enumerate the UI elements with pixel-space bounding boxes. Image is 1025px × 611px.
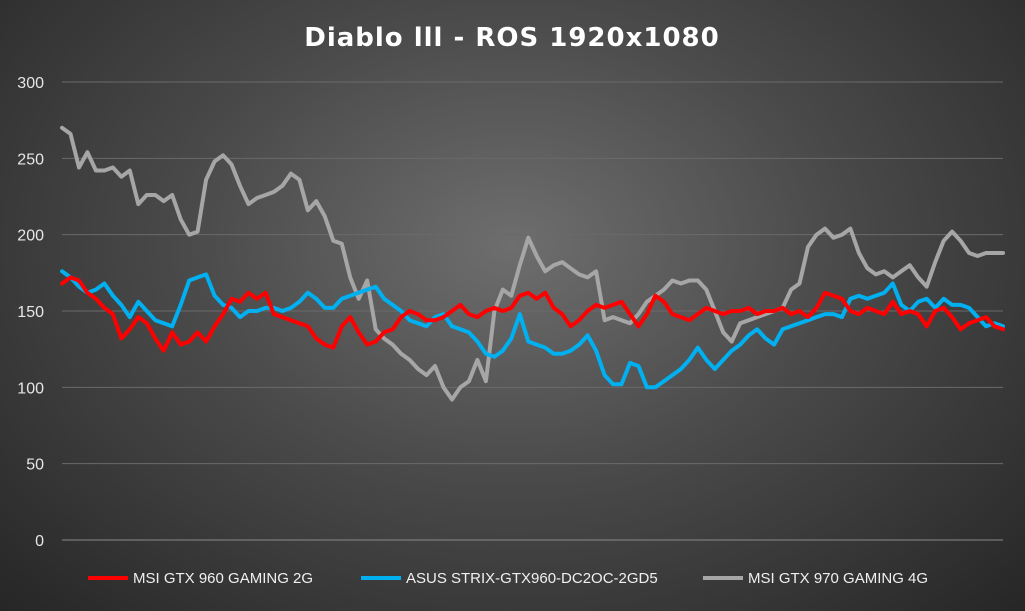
y-tick-label: 150 [17, 304, 44, 321]
y-axis-ticks: 0 50 100 150 200 250 300 [17, 75, 44, 550]
legend-label-1: ASUS STRIX-GTX960-DC2OC-2GD5 [406, 570, 658, 587]
y-tick-label: 300 [17, 75, 44, 92]
y-tick-label: 100 [17, 380, 44, 397]
series-lines [60, 125, 1005, 402]
y-tick-label: 250 [17, 151, 44, 168]
series-line-2 [60, 125, 1005, 402]
legend-label-2: MSI GTX 970 GAMING 4G [748, 570, 928, 587]
chart-title: Diablo lll - ROS 1920x1080 [304, 23, 720, 53]
y-tick-label: 200 [17, 228, 44, 245]
legend-label-0: MSI GTX 960 GAMING 2G [133, 570, 313, 587]
y-tick-label: 0 [35, 533, 44, 550]
legend: MSI GTX 960 GAMING 2G ASUS STRIX-GTX960-D… [88, 570, 928, 587]
series-line-0 [60, 275, 1005, 353]
y-tick-label: 50 [26, 457, 44, 474]
series-line-1 [60, 269, 1005, 390]
